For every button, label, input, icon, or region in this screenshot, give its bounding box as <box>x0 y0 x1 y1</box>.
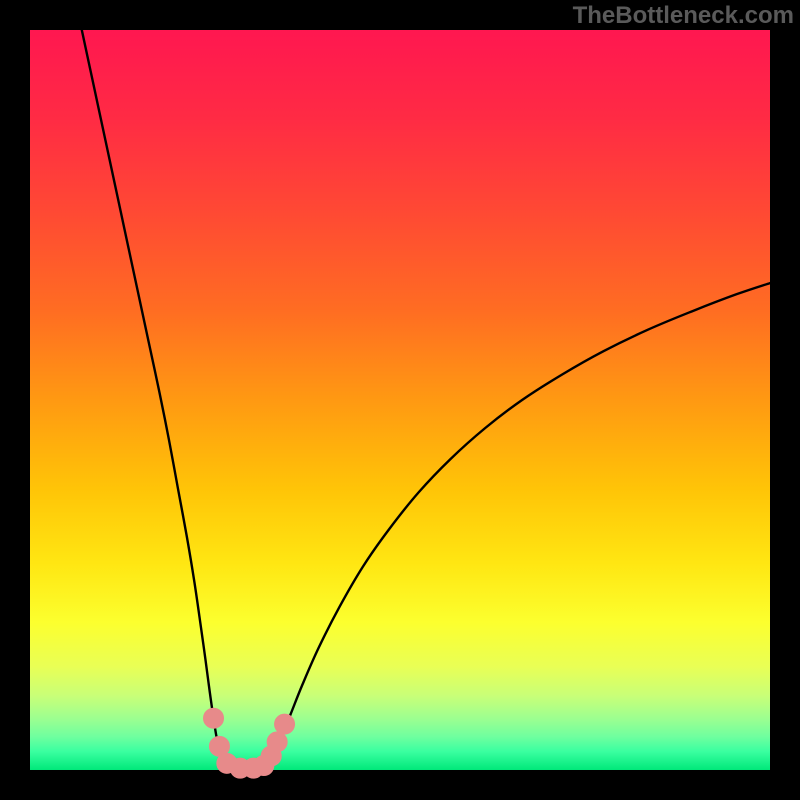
data-point <box>267 732 287 752</box>
data-point <box>275 714 295 734</box>
bottleneck-chart <box>0 0 800 800</box>
watermark-text: TheBottleneck.com <box>573 2 794 30</box>
chart-plot-area <box>30 30 770 770</box>
data-point <box>204 708 224 728</box>
